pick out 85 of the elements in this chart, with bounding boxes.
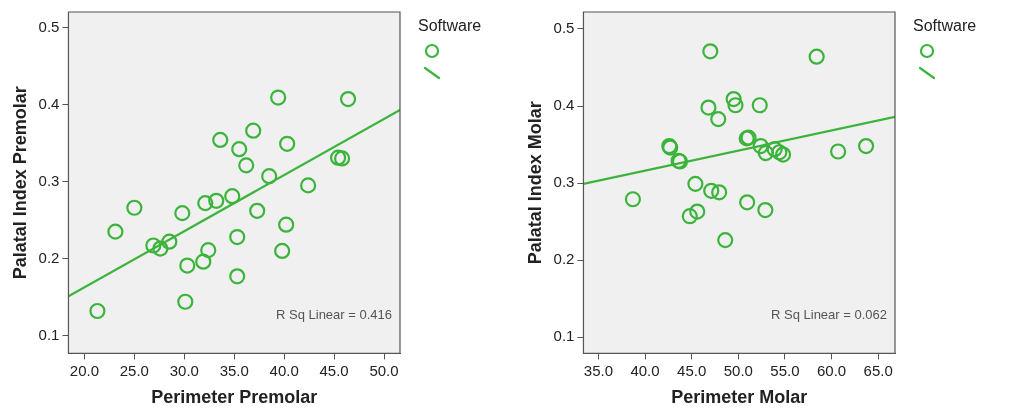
x-tick-label: 30.0	[169, 361, 199, 379]
point	[689, 203, 706, 220]
point	[177, 293, 194, 310]
x-tick-label: 45.0	[677, 361, 707, 379]
point	[195, 253, 212, 270]
point	[711, 184, 728, 201]
x-tick-label: 40.0	[269, 361, 299, 379]
y-axis-title: Palatal Index Premolar	[9, 86, 30, 280]
point	[757, 201, 774, 219]
point	[238, 157, 255, 174]
point	[245, 122, 262, 139]
point	[830, 143, 847, 160]
x-tick-label: 60.0	[816, 361, 847, 379]
y-tick-label: 0.2	[38, 248, 60, 266]
point	[727, 97, 744, 114]
x-tick-label: 65.0	[863, 361, 893, 379]
annotation: R Sq Linear = 0.416	[276, 306, 392, 322]
point	[725, 90, 742, 108]
point	[274, 242, 291, 259]
point	[752, 137, 769, 155]
y-tick-label: 0.4	[38, 94, 60, 112]
y-tick-label: 0.5	[38, 17, 60, 35]
point	[717, 232, 734, 249]
point	[126, 199, 143, 216]
point	[224, 188, 241, 205]
point	[739, 194, 756, 211]
y-tick-label: 0.1	[553, 327, 575, 345]
x-tick-label: 25.0	[119, 361, 149, 379]
point	[231, 141, 248, 158]
x-tick-label: 45.0	[319, 361, 349, 379]
point	[339, 90, 357, 108]
point	[771, 144, 788, 161]
x-axis-title: Perimeter Premolar	[151, 387, 318, 408]
point	[89, 302, 106, 320]
x-axis-title: Perimeter Molar	[671, 387, 808, 408]
point	[145, 237, 162, 254]
y-tick-label: 0.5	[553, 19, 575, 37]
point	[333, 150, 351, 167]
x-tick-label: 40.0	[630, 361, 660, 379]
point	[229, 228, 246, 246]
point	[766, 141, 783, 158]
point	[278, 216, 295, 233]
point	[681, 208, 698, 225]
point	[229, 268, 246, 285]
x-tick-label: 35.0	[583, 361, 613, 379]
point	[710, 111, 727, 128]
point	[857, 137, 875, 155]
y-axis-title: Palatal Index Molar	[524, 101, 545, 265]
point	[249, 202, 266, 219]
point	[703, 182, 720, 199]
y-tick-label: 0.3	[553, 173, 575, 191]
point	[197, 195, 214, 212]
point	[808, 48, 825, 65]
x-tick-label: 55.0	[770, 361, 800, 379]
y-tick-label: 0.3	[38, 171, 60, 189]
point	[161, 233, 178, 250]
x-tick-label: 50.0	[723, 361, 753, 379]
point	[270, 89, 287, 106]
point	[212, 131, 229, 149]
legend-title: Software	[913, 17, 977, 35]
point	[208, 192, 225, 209]
y-tick-label: 0.1	[38, 325, 60, 343]
point	[687, 175, 704, 192]
point	[200, 242, 217, 259]
point	[757, 144, 774, 162]
annotation: R Sq Linear = 0.062	[771, 306, 887, 322]
point	[329, 149, 347, 166]
point	[751, 97, 768, 114]
point	[107, 223, 124, 240]
point	[174, 205, 191, 222]
legend-title: Software	[418, 17, 482, 35]
point	[152, 240, 169, 257]
point	[702, 43, 719, 60]
point	[624, 191, 641, 208]
x-tick-label: 35.0	[219, 361, 249, 379]
point	[279, 135, 296, 152]
x-tick-label: 20.0	[69, 361, 100, 379]
x-tick-label: 50.0	[369, 361, 399, 379]
y-tick-label: 0.4	[553, 96, 575, 114]
point	[774, 146, 792, 163]
y-tick-label: 0.2	[553, 250, 575, 268]
point	[700, 99, 717, 116]
point	[300, 177, 317, 194]
point	[261, 168, 278, 185]
point	[179, 257, 196, 274]
